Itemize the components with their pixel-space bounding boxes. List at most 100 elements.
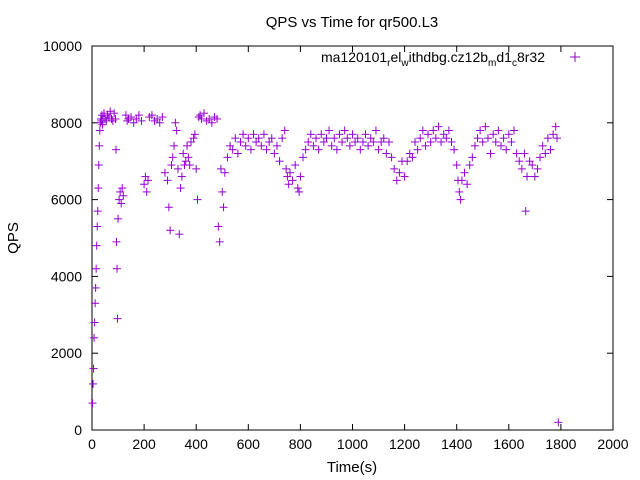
data-point xyxy=(429,126,438,135)
data-point xyxy=(455,187,464,196)
data-point xyxy=(254,134,263,143)
data-point xyxy=(163,176,172,185)
y-axis-label: QPS xyxy=(5,222,22,254)
data-point xyxy=(543,134,552,143)
data-point xyxy=(215,237,224,246)
data-point xyxy=(99,109,108,118)
x-tick-label: 400 xyxy=(185,436,209,452)
data-point xyxy=(424,130,433,139)
data-point xyxy=(94,184,103,193)
data-point xyxy=(413,145,422,154)
data-point xyxy=(90,318,99,327)
data-point xyxy=(90,333,99,342)
data-point xyxy=(356,145,365,154)
data-point xyxy=(216,164,225,173)
data-point xyxy=(306,130,315,139)
x-tick-label: 0 xyxy=(88,436,96,452)
data-point xyxy=(127,113,136,122)
data-point xyxy=(364,141,373,150)
data-point xyxy=(456,195,465,204)
data-point xyxy=(390,164,399,173)
data-point xyxy=(382,149,391,158)
data-point xyxy=(179,149,188,158)
x-axis: 0 200 400 600 800 1000 1200 1400 1600 1800 2000 xyxy=(88,46,629,452)
y-tick-label: 2000 xyxy=(51,345,82,361)
data-point xyxy=(110,109,119,118)
data-point xyxy=(353,134,362,143)
data-point xyxy=(236,138,245,146)
data-point xyxy=(259,130,268,139)
data-point xyxy=(340,126,349,135)
x-tick-label: 1600 xyxy=(493,436,524,452)
data-point xyxy=(92,264,101,273)
data-point xyxy=(175,230,184,239)
data-point xyxy=(457,176,466,185)
data-point xyxy=(140,180,149,189)
data-point xyxy=(379,134,388,143)
data-point xyxy=(228,145,237,154)
data-point xyxy=(177,172,186,181)
data-point xyxy=(322,134,331,143)
data-point xyxy=(214,222,223,231)
data-point xyxy=(282,164,291,173)
data-point xyxy=(89,379,98,388)
data-point xyxy=(158,113,167,122)
data-point xyxy=(285,168,294,177)
data-point xyxy=(293,184,302,193)
data-point xyxy=(220,168,229,177)
data-point xyxy=(491,138,500,146)
data-point xyxy=(219,203,228,212)
data-point xyxy=(115,195,124,204)
data-point xyxy=(369,138,378,146)
x-tick-label: 1200 xyxy=(389,436,420,452)
data-point xyxy=(528,161,537,170)
data-point xyxy=(444,126,453,135)
data-point xyxy=(91,283,100,292)
data-point xyxy=(327,141,336,150)
data-point xyxy=(155,118,164,127)
data-point xyxy=(517,164,526,173)
data-point xyxy=(496,141,505,150)
data-point xyxy=(270,149,279,158)
data-point xyxy=(296,172,305,181)
data-point xyxy=(374,145,383,154)
data-point xyxy=(541,149,550,158)
data-point xyxy=(504,130,513,139)
chart-title: QPS vs Time for qr500.L3 xyxy=(266,14,439,31)
data-point xyxy=(395,168,404,177)
data-point xyxy=(280,126,289,135)
data-point xyxy=(392,176,401,185)
data-point xyxy=(387,153,396,162)
data-point xyxy=(257,141,266,150)
data-point xyxy=(483,134,492,143)
data-point xyxy=(89,364,98,373)
data-point xyxy=(142,187,151,196)
x-tick-label: 200 xyxy=(132,436,156,452)
data-point xyxy=(538,141,547,150)
data-point xyxy=(183,141,192,150)
data-point xyxy=(200,109,209,118)
x-tick-label: 2000 xyxy=(597,436,628,452)
data-point xyxy=(288,176,297,185)
data-point xyxy=(421,141,430,150)
data-point xyxy=(166,226,175,235)
data-point xyxy=(403,157,412,166)
data-point xyxy=(275,157,284,166)
data-point xyxy=(137,116,146,125)
data-point xyxy=(465,161,474,170)
data-point xyxy=(197,114,206,123)
data-point xyxy=(207,118,216,127)
legend-label: ma120101relwithdbg.cz12bmd1c8r32 xyxy=(321,49,545,69)
data-point xyxy=(167,161,176,170)
data-point xyxy=(546,145,555,154)
data-point xyxy=(463,180,472,189)
data-point xyxy=(507,138,516,146)
data-point xyxy=(172,126,181,135)
x-tick-label: 1400 xyxy=(441,436,472,452)
data-point xyxy=(533,164,542,173)
data-point xyxy=(330,134,339,143)
data-point xyxy=(494,126,503,135)
data-point xyxy=(554,418,563,427)
data-point xyxy=(134,111,143,120)
